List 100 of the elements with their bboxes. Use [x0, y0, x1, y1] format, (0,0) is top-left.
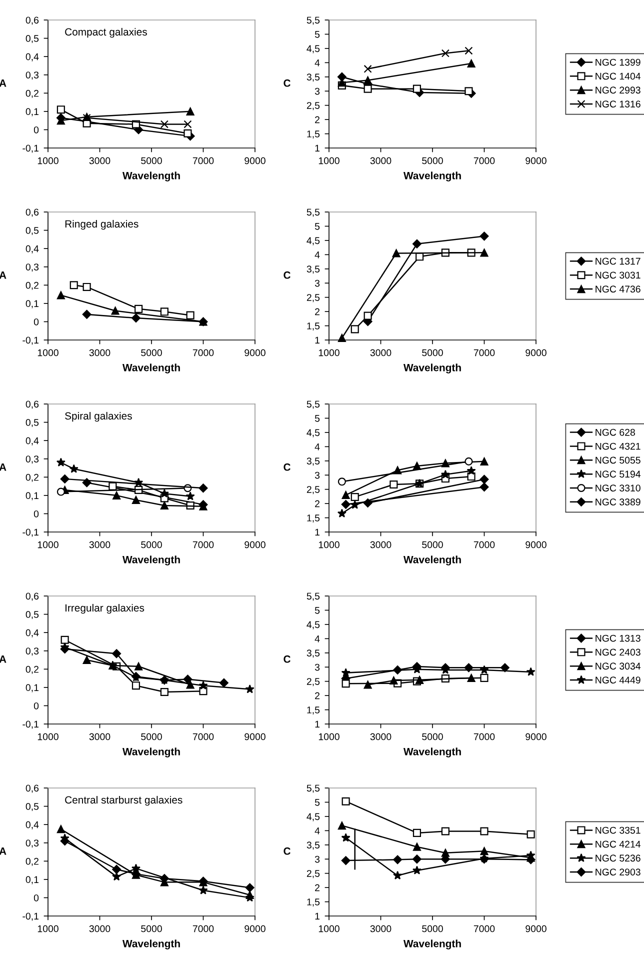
- legend-label: NGC 5194: [596, 470, 641, 478]
- y-tick-label: 4: [314, 252, 320, 258]
- legend-label: NGC 1399: [596, 58, 640, 66]
- y-axis-title: C: [284, 463, 290, 471]
- y-tick-label: 0: [34, 318, 39, 326]
- y-tick-label: 3,5: [306, 650, 320, 658]
- x-tick-label: 1000: [318, 157, 340, 164]
- y-tick-label: 5,5: [306, 16, 320, 25]
- y-tick-label: 3: [314, 856, 320, 863]
- y-tick-label: 2: [315, 116, 320, 124]
- x-tick-label: 7000: [192, 733, 214, 740]
- x-tick-label: 9000: [244, 157, 266, 164]
- y-tick-label: 0,4: [26, 53, 39, 62]
- legend-label: NGC 3351: [596, 826, 640, 834]
- x-tick-label: 9000: [244, 349, 266, 356]
- x-tick-label: 1000: [318, 733, 340, 740]
- legend-label: NGC 4449: [596, 676, 640, 684]
- y-tick-label: 0,1: [26, 300, 38, 308]
- y-tick-label: 5,5: [306, 208, 320, 217]
- legend-label: NGC 1313: [596, 634, 640, 642]
- y-tick-label: 1: [315, 720, 320, 728]
- y-tick-label: 0,3: [26, 264, 39, 272]
- y-tick-label: 4,5: [306, 621, 320, 630]
- y-tick-label: 5: [314, 415, 320, 422]
- x-tick-label: 5000: [141, 157, 162, 164]
- x-tick-label: 7000: [192, 925, 214, 932]
- x-tick-label: 1000: [318, 541, 340, 548]
- x-tick-label: 7000: [192, 349, 214, 356]
- x-tick-label: 7000: [474, 733, 495, 740]
- x-tick-label: 9000: [526, 541, 546, 548]
- y-tick-label: 0,6: [26, 784, 39, 793]
- x-axis-title: Wavelength: [122, 748, 180, 758]
- y-tick-label: 0: [34, 126, 39, 134]
- legend-label: NGC 2993: [596, 86, 640, 94]
- x-tick-label: 5000: [422, 733, 443, 740]
- y-tick-label: 1,5: [307, 898, 320, 907]
- y-tick-label: -0,1: [22, 912, 38, 921]
- y-tick-label: 0: [34, 510, 39, 518]
- x-tick-label: 1000: [38, 925, 58, 932]
- text: Ringed galaxies: [65, 220, 138, 230]
- y-tick-label: 5,5: [306, 784, 320, 793]
- x-tick-label: 3000: [370, 541, 392, 548]
- x-tick-label: 5000: [422, 349, 443, 356]
- y-tick-label: 0,6: [26, 400, 39, 409]
- y-tick-label: 2,5: [306, 870, 320, 878]
- x-tick-label: 5000: [141, 349, 162, 356]
- y-tick-label: 0,3: [26, 72, 39, 80]
- y-tick-label: 0,1: [26, 876, 38, 884]
- y-tick-label: 2,5: [306, 294, 320, 302]
- y-axis-title: C: [284, 847, 290, 855]
- text: Spiral galaxies: [65, 412, 132, 422]
- x-tick-label: 1000: [38, 733, 58, 740]
- x-tick-label: 7000: [474, 157, 495, 164]
- y-tick-label: 5,5: [306, 592, 320, 601]
- y-tick-label: 3: [314, 472, 320, 479]
- x-tick-label: 3000: [370, 157, 392, 164]
- y-tick-label: 2,5: [306, 678, 320, 686]
- y-tick-label: 3: [314, 664, 320, 671]
- y-tick-label: 0,5: [26, 611, 39, 620]
- x-tick-label: 7000: [192, 157, 214, 164]
- y-tick-label: -0,1: [22, 528, 38, 537]
- x-axis-title: Wavelength: [403, 748, 461, 758]
- x-axis-title: Wavelength: [122, 364, 180, 374]
- y-tick-label: 1,5: [307, 322, 320, 331]
- y-tick-label: 0,5: [26, 419, 39, 428]
- x-tick-label: 5000: [422, 157, 443, 164]
- y-tick-label: 0,3: [26, 648, 39, 656]
- x-tick-label: 7000: [474, 541, 495, 548]
- y-tick-label: 0,3: [26, 840, 39, 848]
- x-axis-title: Wavelength: [122, 940, 180, 950]
- x-axis-title: Wavelength: [403, 364, 461, 374]
- y-tick-label: 0,1: [26, 492, 38, 500]
- x-tick-label: 9000: [526, 157, 546, 164]
- x-tick-label: 1000: [38, 541, 58, 548]
- x-tick-label: 7000: [474, 349, 495, 356]
- y-tick-label: 0: [34, 894, 39, 902]
- x-tick-label: 9000: [244, 733, 266, 740]
- legend-label: NGC 628: [596, 428, 635, 436]
- legend-label: NGC 3310: [596, 484, 640, 492]
- legend-label: NGC 2403: [596, 648, 640, 656]
- legend-label: NGC 3031: [596, 272, 640, 279]
- x-axis-title: Wavelength: [403, 172, 461, 182]
- y-tick-label: 0,4: [26, 629, 39, 638]
- y-tick-label: 0,2: [26, 474, 38, 482]
- y-tick-label: 3,5: [306, 266, 320, 274]
- y-tick-label: 3: [314, 88, 320, 95]
- y-tick-label: 0,6: [26, 16, 39, 25]
- legend-label: NGC 4321: [596, 442, 640, 450]
- y-tick-label: 5: [314, 799, 320, 806]
- y-tick-label: 4,5: [306, 45, 320, 54]
- y-tick-label: 3,5: [306, 842, 320, 850]
- y-tick-label: -0,1: [22, 720, 38, 729]
- x-tick-label: 9000: [244, 925, 266, 932]
- y-tick-label: 0,3: [26, 456, 39, 464]
- y-tick-label: 5: [314, 607, 320, 614]
- legend-label: NGC 2903: [596, 868, 640, 876]
- y-tick-label: -0,1: [22, 336, 38, 345]
- y-tick-label: 2: [315, 884, 320, 892]
- x-axis-title: Wavelength: [403, 556, 461, 566]
- x-tick-label: 5000: [141, 733, 162, 740]
